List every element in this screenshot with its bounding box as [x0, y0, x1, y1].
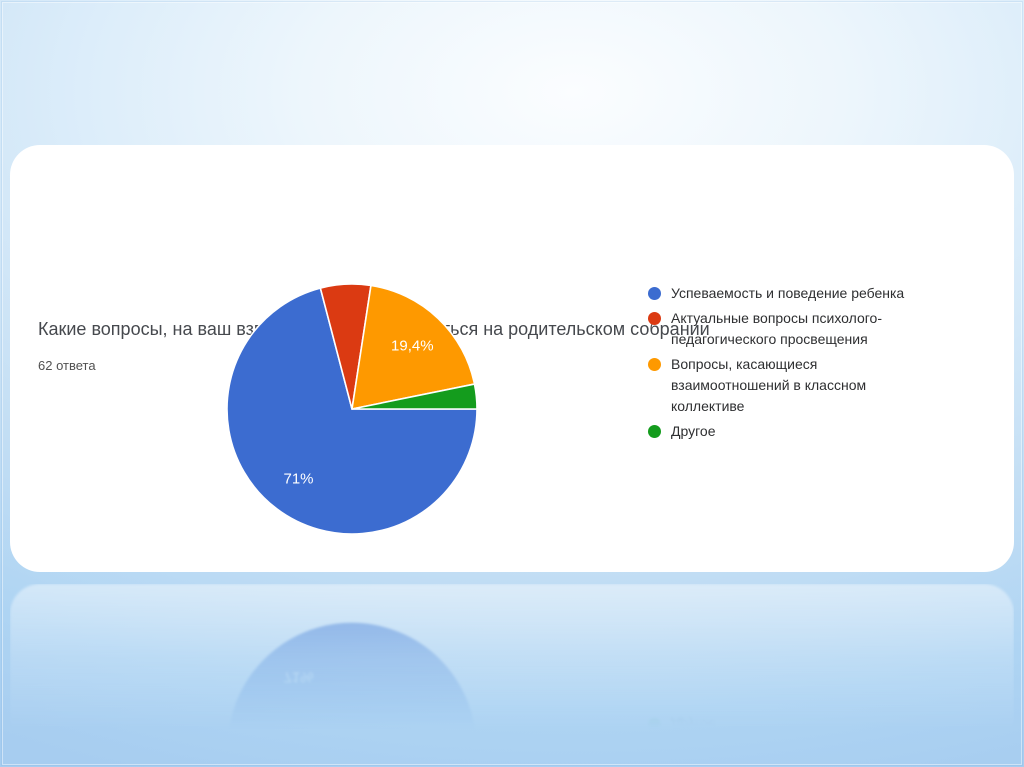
pie-slice-label: 71% — [283, 470, 313, 487]
legend-item: Актуальные вопросы психолого-педагогичес… — [648, 308, 906, 350]
legend-item: Другое — [648, 421, 906, 442]
legend-dot-icon — [648, 287, 661, 300]
legend-dot-icon — [648, 358, 661, 371]
chart-legend: Успеваемость и поведение ребенка Актуальн… — [648, 283, 906, 446]
legend-dot-icon — [648, 425, 661, 438]
legend-item: Вопросы, касающиеся взаимоотношений в кл… — [648, 354, 906, 417]
pie-slice — [351, 284, 476, 410]
pie-slice-label: 19,4% — [391, 338, 434, 355]
pie-slice — [351, 383, 478, 410]
legend-item: Успеваемость и поведение ребенка — [648, 283, 906, 304]
results-card: Какие вопросы, на ваш взгляд, должны обс… — [10, 145, 1014, 572]
responses-count: 62 ответа — [38, 358, 96, 373]
card-reflection: Какие вопросы, на ваш взгляд, должны обс… — [10, 584, 1014, 767]
legend-dot-icon — [648, 312, 661, 325]
pie-slice — [226, 287, 478, 535]
legend-item-label: Успеваемость и поведение ребенка — [671, 285, 905, 301]
legend-item-label: Вопросы, касающиеся взаимоотношений в кл… — [671, 356, 867, 414]
svg-text:71%: 71% — [283, 669, 313, 686]
pie-chart: 71% 19,4% — [226, 283, 478, 535]
legend-item-label: Другое — [671, 423, 716, 439]
legend-item-label: Актуальные вопросы психолого-педагогичес… — [671, 310, 883, 347]
